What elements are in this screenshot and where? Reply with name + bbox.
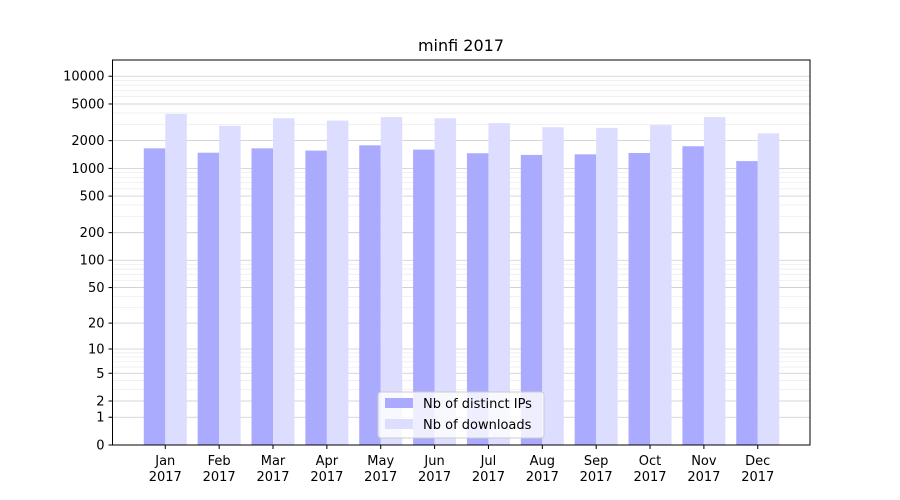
bar-downloads bbox=[380, 117, 403, 445]
bars-layer bbox=[143, 113, 780, 446]
bar-distinct-ips bbox=[251, 148, 274, 445]
x-tick-label: Sep 2017 bbox=[580, 454, 613, 485]
y-tick-label: 5 bbox=[96, 367, 104, 382]
bar-distinct-ips bbox=[574, 154, 597, 445]
y-tick-label: 0 bbox=[96, 439, 104, 454]
bar-distinct-ips bbox=[143, 148, 166, 445]
bar-distinct-ips bbox=[628, 152, 651, 445]
y-tick-label: 1000 bbox=[71, 162, 104, 177]
y-tick-label: 20 bbox=[88, 317, 105, 332]
bar-downloads bbox=[650, 125, 672, 445]
bar-downloads bbox=[703, 117, 726, 445]
x-tick-label: Dec 2017 bbox=[741, 454, 774, 485]
x-tick-label: Nov 2017 bbox=[687, 454, 720, 485]
bar-distinct-ips bbox=[466, 153, 489, 445]
bar-distinct-ips bbox=[520, 154, 543, 445]
legend-swatch-downloads bbox=[385, 419, 413, 429]
x-tick-label: Apr 2017 bbox=[310, 454, 343, 485]
bar-downloads bbox=[488, 123, 510, 446]
legend-label-distinct-ips: Nb of distinct IPs bbox=[423, 397, 532, 412]
bar-distinct-ips bbox=[682, 146, 704, 445]
bar-downloads bbox=[542, 127, 564, 445]
x-tick-label: Jun 2017 bbox=[418, 454, 451, 485]
y-tick-label: 500 bbox=[80, 190, 105, 205]
y-tick-label: 10 bbox=[88, 342, 105, 357]
x-axis: Jan 2017 Feb 2017 Mar 2017 Apr 2017 May 2017 Jun 20… bbox=[149, 445, 774, 485]
bar-downloads bbox=[434, 118, 457, 445]
y-tick-label: 2000 bbox=[71, 134, 104, 149]
bar-distinct-ips bbox=[736, 161, 758, 445]
x-tick-label: Jan 2017 bbox=[149, 454, 182, 485]
bar-distinct-ips bbox=[359, 145, 381, 445]
chart-title: minfi 2017 bbox=[418, 36, 504, 55]
x-tick-label: Oct 2017 bbox=[633, 454, 666, 485]
bar-distinct-ips bbox=[197, 152, 220, 445]
y-tick-label: 100 bbox=[80, 254, 105, 269]
legend-box bbox=[377, 391, 545, 439]
bar-downloads bbox=[273, 118, 295, 445]
bar-downloads bbox=[219, 125, 241, 445]
x-tick-label: Jul 2017 bbox=[472, 454, 505, 485]
y-tick-label: 2 bbox=[96, 395, 104, 410]
legend-label-downloads: Nb of downloads bbox=[423, 418, 532, 433]
bar-downloads bbox=[596, 127, 618, 446]
x-tick-label: Mar 2017 bbox=[256, 454, 289, 485]
y-tick-label: 5000 bbox=[71, 97, 104, 112]
x-tick-label: May 2017 bbox=[364, 454, 397, 485]
bar-downloads bbox=[165, 113, 187, 445]
bar-downloads bbox=[326, 120, 349, 446]
y-tick-label: 10000 bbox=[63, 70, 104, 85]
y-tick-label: 1 bbox=[96, 411, 104, 426]
x-tick-label: Feb 2017 bbox=[203, 454, 236, 485]
y-axis: 0 12 5 10 20 50 100 200 500 1000 2000 5000 10000 bbox=[63, 70, 113, 454]
legend: Nb of distinct IPs Nb of downloads bbox=[377, 391, 545, 439]
y-tick-label: 200 bbox=[80, 226, 105, 241]
bar-downloads bbox=[757, 133, 780, 445]
bar-distinct-ips bbox=[413, 149, 435, 446]
legend-swatch-distinct-ips bbox=[385, 398, 413, 408]
plot-frame bbox=[112, 59, 811, 446]
x-tick-label: Aug 2017 bbox=[526, 454, 559, 485]
bar-distinct-ips bbox=[305, 150, 327, 445]
y-tick-label: 50 bbox=[88, 281, 105, 296]
